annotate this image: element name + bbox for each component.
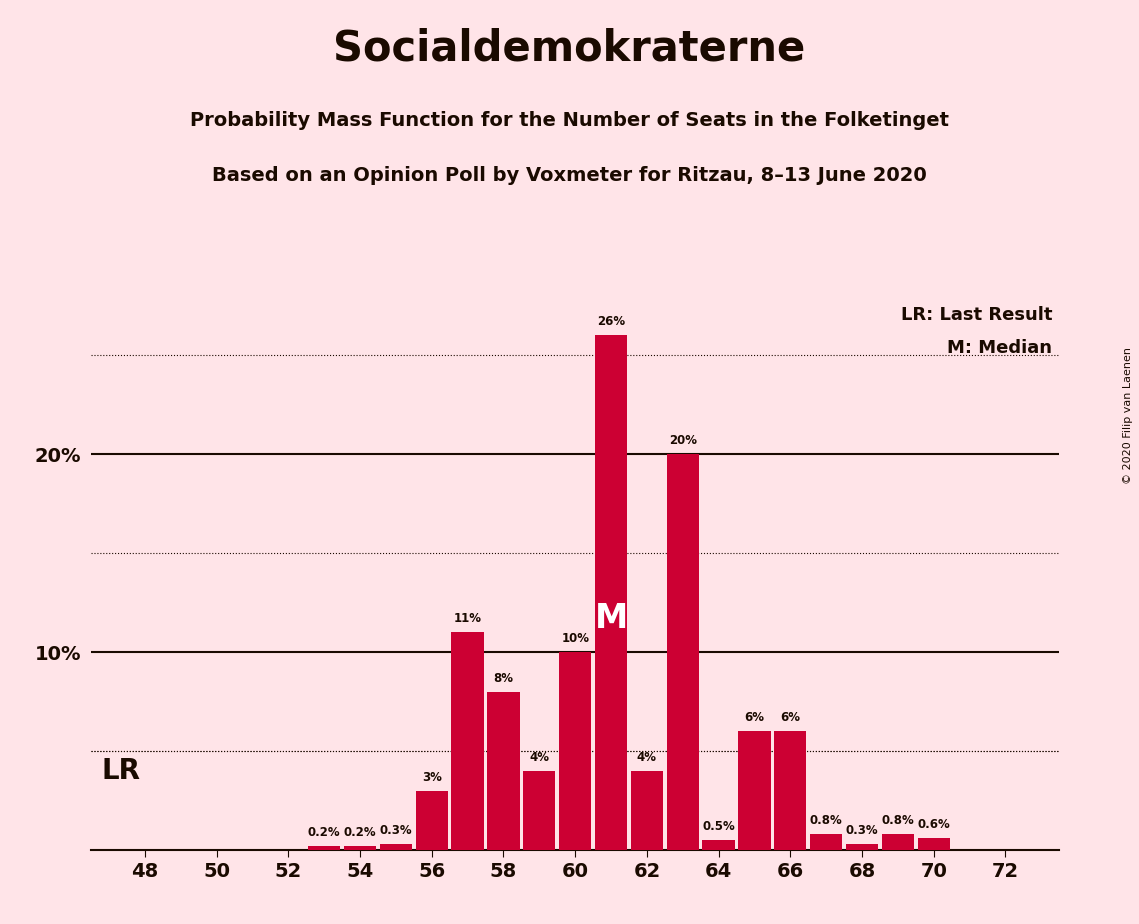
Text: LR: Last Result: LR: Last Result	[901, 306, 1052, 323]
Bar	[810, 834, 843, 850]
Text: LR: LR	[101, 757, 141, 785]
Text: 0.8%: 0.8%	[810, 814, 843, 827]
Text: 6%: 6%	[745, 711, 764, 724]
Text: 0.2%: 0.2%	[308, 826, 341, 839]
Bar	[918, 838, 950, 850]
Bar	[523, 771, 556, 850]
Text: M: Median: M: Median	[948, 339, 1052, 358]
Bar	[308, 846, 341, 850]
Text: 0.2%: 0.2%	[344, 826, 376, 839]
Bar	[738, 731, 771, 850]
Text: Probability Mass Function for the Number of Seats in the Folketinget: Probability Mass Function for the Number…	[190, 111, 949, 130]
Text: Socialdemokraterne: Socialdemokraterne	[334, 28, 805, 69]
Text: 0.8%: 0.8%	[882, 814, 915, 827]
Bar	[451, 632, 484, 850]
Text: 11%: 11%	[453, 613, 482, 626]
Text: © 2020 Filip van Laenen: © 2020 Filip van Laenen	[1123, 347, 1133, 484]
Bar	[666, 454, 699, 850]
Bar	[775, 731, 806, 850]
Bar	[595, 335, 628, 850]
Text: 0.6%: 0.6%	[917, 819, 950, 832]
Text: 3%: 3%	[421, 771, 442, 784]
Bar	[846, 845, 878, 850]
Bar	[882, 834, 913, 850]
Text: 26%: 26%	[597, 315, 625, 328]
Text: 6%: 6%	[780, 711, 801, 724]
Bar	[487, 692, 519, 850]
Text: Based on an Opinion Poll by Voxmeter for Ritzau, 8–13 June 2020: Based on an Opinion Poll by Voxmeter for…	[212, 166, 927, 186]
Bar	[559, 652, 591, 850]
Bar	[416, 791, 448, 850]
Bar	[631, 771, 663, 850]
Bar	[703, 840, 735, 850]
Text: 0.5%: 0.5%	[703, 821, 735, 833]
Text: 8%: 8%	[493, 672, 514, 685]
Text: 20%: 20%	[669, 434, 697, 447]
Text: M: M	[595, 602, 628, 635]
Text: 10%: 10%	[562, 632, 589, 645]
Text: 0.3%: 0.3%	[379, 824, 412, 837]
Text: 4%: 4%	[637, 751, 657, 764]
Text: 0.3%: 0.3%	[846, 824, 878, 837]
Text: 4%: 4%	[530, 751, 549, 764]
Bar	[344, 846, 376, 850]
Bar	[379, 845, 412, 850]
